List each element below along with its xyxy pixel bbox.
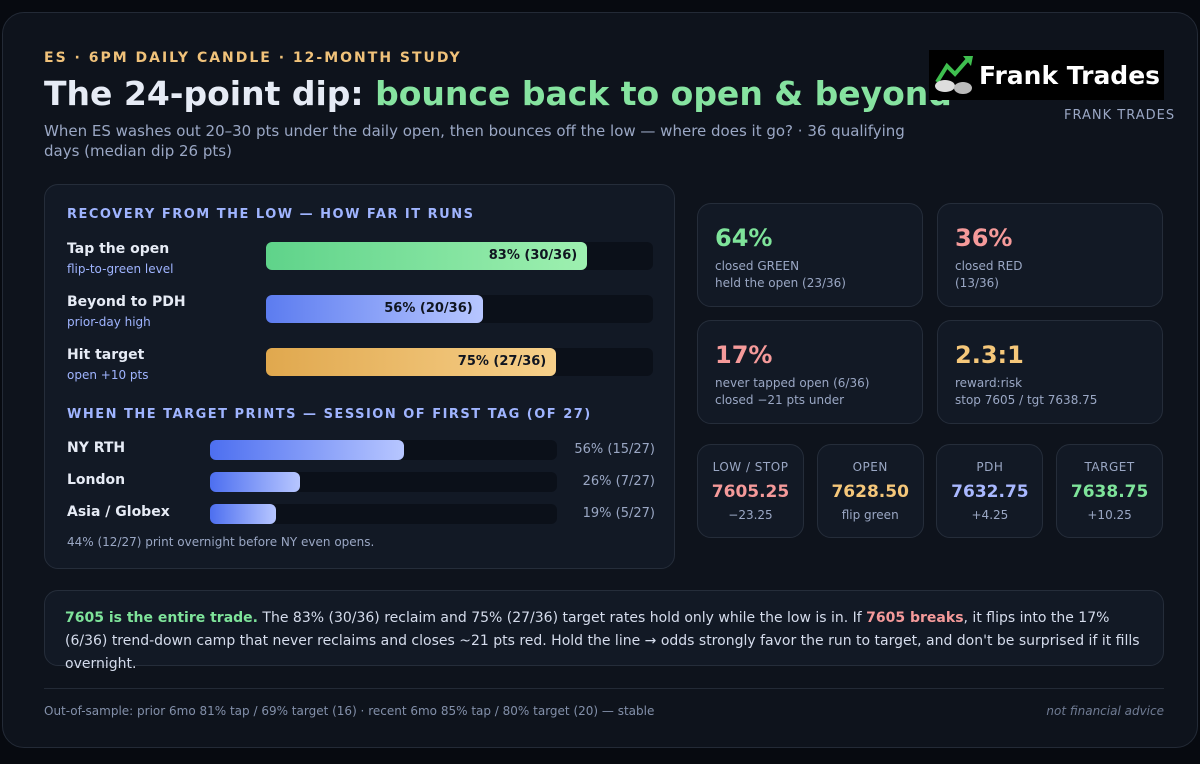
row-sub: open +10 pts — [67, 368, 149, 382]
callout-lead: 7605 is the entire trade. — [65, 610, 258, 626]
row-name: Beyond to PDH — [67, 294, 186, 310]
stat-card: 36% closed RED (13/36) — [937, 203, 1163, 307]
stat-line: closed GREEN — [715, 259, 800, 273]
stat-value: 17% — [715, 341, 773, 369]
row-name: Hit target — [67, 347, 145, 363]
level-delta: −23.25 — [728, 508, 773, 522]
level-card: PDH 7632.75 +4.25 — [936, 444, 1044, 538]
title-b: bounce back to open & beyond — [375, 74, 952, 113]
title-a: The 24-point dip: — [44, 74, 364, 113]
level-value: 7638.75 — [1070, 482, 1149, 502]
bar-label: 56% (20/36) — [384, 301, 473, 316]
level-card: OPEN 7628.50 flip green — [816, 444, 924, 538]
level-name: LOW / STOP — [712, 460, 789, 474]
bar-label: 83% (30/36) — [488, 248, 578, 263]
bar: 75% (27/36) — [266, 348, 557, 376]
row-name: Tap the open — [67, 241, 170, 257]
stat-value: 64% — [715, 224, 773, 252]
row-sub: prior-day high — [67, 315, 151, 329]
level-card: TARGET 7638.75 +10.25 — [1056, 444, 1164, 538]
bar-label: 26% (7/27) — [582, 474, 655, 489]
bar — [210, 472, 301, 492]
bar-track — [210, 504, 557, 524]
bar — [210, 504, 276, 524]
callout: 7605 is the entire trade. The 83% (30/36… — [44, 590, 1164, 672]
stat-line: closed −21 pts under — [715, 393, 845, 407]
row-name: Asia / Globex — [67, 504, 170, 520]
stat-line: closed RED — [955, 259, 1023, 273]
level-delta: flip green — [841, 508, 899, 522]
footer-left: Out-of-sample: prior 6mo 81% tap / 69% t… — [44, 704, 655, 718]
title: The 24-point dip: bounce back to open & … — [44, 74, 952, 113]
bar-label: 75% (27/36) — [457, 354, 547, 369]
callout-text: The 83% (30/36) reclaim and 75% (27/36) … — [257, 610, 867, 626]
level-value: 7605.25 — [711, 482, 790, 502]
bar: 83% (30/36) — [266, 242, 588, 270]
kicker: ES · 6PM DAILY CANDLE · 12-MONTH STUDY — [44, 50, 462, 66]
logo-icon — [935, 56, 973, 94]
note: 44% (12/27) print overnight before NY ev… — [67, 535, 375, 549]
stat-card: 2.3:1 reward:risk stop 7605 / tgt 7638.75 — [937, 320, 1163, 424]
row-name: NY RTH — [67, 440, 126, 456]
callout-warn: 7605 breaks — [866, 610, 964, 626]
level-name: TARGET — [1084, 460, 1135, 474]
level-value: 7632.75 — [951, 482, 1029, 502]
stat-value: 36% — [955, 224, 1013, 252]
logo: Frank Trades — [929, 50, 1164, 100]
bars-panel: RECOVERY FROM THE LOW — HOW FAR IT RUNS … — [44, 184, 675, 569]
bar-label: 56% (15/27) — [574, 442, 655, 457]
bar-track: 83% (30/36) — [266, 242, 653, 270]
subtitle: When ES washes out 20–30 pts under the d… — [44, 122, 905, 160]
level-card: LOW / STOP 7605.25 −23.25 — [697, 444, 804, 538]
bar — [210, 440, 405, 460]
stat-card: 64% closed GREEN held the open (23/36) — [697, 203, 923, 307]
level-value: 7628.50 — [831, 482, 909, 502]
stat-value: 2.3:1 — [955, 341, 1024, 369]
logo-text: Frank Trades — [979, 60, 1161, 90]
brand: FRANK TRADES — [1064, 108, 1176, 123]
stat-card: 17% never tapped open (6/36) closed −21 pt… — [697, 320, 923, 424]
level-delta: +4.25 — [971, 508, 1009, 522]
footer-right: not financial advice — [1046, 704, 1164, 718]
level-name: OPEN — [852, 460, 888, 474]
section-title: WHEN THE TARGET PRINTS — SESSION OF FIRS… — [67, 407, 592, 422]
bar-track: 75% (27/36) — [266, 348, 653, 376]
bar: 56% (20/36) — [266, 295, 483, 323]
bar-track: 56% (20/36) — [266, 295, 653, 323]
stat-line: never tapped open (6/36) — [715, 376, 870, 390]
level-name: PDH — [976, 460, 1004, 474]
stat-line: (13/36) — [955, 276, 999, 290]
bar-label: 19% (5/27) — [582, 506, 655, 521]
row-name: London — [67, 472, 126, 488]
stat-line: held the open (23/36) — [715, 276, 846, 290]
divider — [44, 688, 1164, 689]
callout-text: , it flips into the 17% (6/36) trend-dow… — [65, 610, 1140, 672]
row-sub: flip-to-green level — [67, 262, 174, 276]
stat-line: stop 7605 / tgt 7638.75 — [955, 393, 1098, 407]
bar-track — [210, 472, 557, 492]
level-delta: +10.25 — [1087, 508, 1132, 522]
bar-track — [210, 440, 557, 460]
stat-line: reward:risk — [955, 376, 1023, 390]
section-title: RECOVERY FROM THE LOW — HOW FAR IT RUNS — [67, 207, 475, 222]
